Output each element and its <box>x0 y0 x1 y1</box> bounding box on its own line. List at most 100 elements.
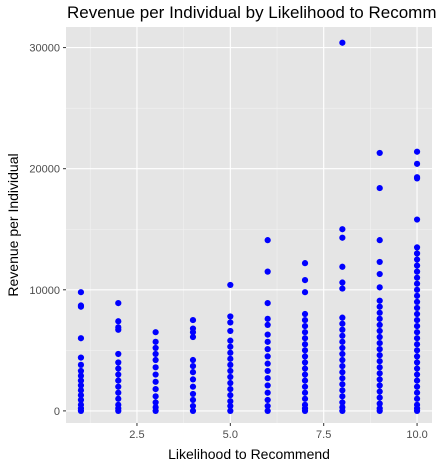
y-tick-label: 30000 <box>29 43 60 55</box>
y-axis-ticks: 0 10000 20000 30000 <box>29 43 66 418</box>
data-point <box>339 263 346 270</box>
data-point <box>339 407 346 414</box>
data-point <box>339 326 346 333</box>
data-point <box>115 371 122 378</box>
data-point <box>77 382 85 389</box>
data-point <box>413 256 421 263</box>
data-point <box>413 341 421 348</box>
data-point <box>77 361 85 368</box>
data-point <box>152 356 159 364</box>
data-point <box>376 270 383 278</box>
data-point <box>264 321 271 329</box>
data-point <box>227 349 234 356</box>
data-points <box>77 39 421 414</box>
data-point <box>152 350 159 358</box>
data-point <box>115 359 122 366</box>
data-point <box>376 327 383 335</box>
data-point <box>264 389 271 396</box>
data-point <box>376 394 383 401</box>
data-point <box>227 407 234 414</box>
data-point <box>301 277 309 284</box>
data-point <box>301 365 309 372</box>
chart-title: Revenue per Individual by Likelihood to … <box>67 3 437 22</box>
data-point <box>413 395 421 402</box>
data-point <box>77 354 85 361</box>
data-point <box>227 281 234 289</box>
data-point <box>227 337 234 344</box>
data-point <box>413 292 421 299</box>
y-axis-title: Revenue per Individual <box>5 153 21 296</box>
data-point <box>376 333 383 341</box>
data-point <box>339 344 346 352</box>
data-point <box>413 353 421 360</box>
data-point <box>301 377 309 384</box>
data-point <box>152 385 159 393</box>
data-point <box>301 353 309 360</box>
plot-panel <box>66 27 432 423</box>
data-point <box>376 184 383 192</box>
y-tick-label: 10000 <box>29 285 60 297</box>
data-point <box>264 338 271 345</box>
data-point <box>264 396 271 404</box>
data-point <box>339 381 346 388</box>
data-point <box>376 321 383 329</box>
data-point <box>413 335 421 342</box>
data-point <box>264 382 271 389</box>
data-point <box>339 375 346 382</box>
data-point <box>264 315 271 322</box>
data-point <box>227 402 234 410</box>
data-point <box>413 323 421 330</box>
data-point <box>413 329 421 336</box>
data-point <box>189 369 197 376</box>
y-tick-label: 20000 <box>29 164 60 176</box>
data-point <box>376 400 383 407</box>
data-point <box>189 329 197 336</box>
data-point <box>376 358 383 365</box>
data-point <box>301 371 309 378</box>
data-point <box>339 314 346 321</box>
data-point <box>339 39 346 46</box>
data-point <box>189 396 197 404</box>
data-point <box>264 300 271 307</box>
data-point <box>413 274 421 281</box>
data-point <box>413 175 421 182</box>
data-point <box>376 258 383 266</box>
data-point <box>376 382 383 389</box>
x-axis-ticks: 2.5 5.0 7.5 10.0 <box>129 423 428 441</box>
data-point <box>189 362 197 370</box>
data-point <box>413 347 421 354</box>
data-point <box>376 346 383 353</box>
data-point <box>264 375 271 382</box>
data-point <box>376 388 383 395</box>
data-point <box>189 407 197 414</box>
data-point <box>152 407 159 414</box>
data-point <box>376 352 383 359</box>
data-point <box>264 353 271 360</box>
data-point <box>413 389 421 396</box>
data-point <box>152 329 159 336</box>
data-point <box>339 320 346 327</box>
x-tick-label: 2.5 <box>129 429 144 441</box>
x-axis-title: Likelihood to Recommend <box>168 446 330 462</box>
data-point <box>115 383 122 390</box>
data-point <box>301 359 309 366</box>
data-point <box>227 319 234 326</box>
data-point <box>301 316 309 324</box>
data-point <box>413 310 421 318</box>
data-point <box>339 332 346 339</box>
data-point <box>413 160 421 167</box>
data-point <box>77 396 85 404</box>
data-point <box>376 284 383 291</box>
data-point <box>376 309 383 316</box>
data-point <box>227 373 234 381</box>
data-point <box>115 300 122 307</box>
data-point <box>115 318 122 325</box>
data-point <box>339 350 346 358</box>
data-point <box>77 367 85 375</box>
data-point <box>77 303 85 310</box>
data-point <box>413 148 421 155</box>
data-point <box>376 407 383 414</box>
data-point <box>189 383 197 390</box>
data-point <box>77 377 85 384</box>
data-point <box>339 393 346 400</box>
